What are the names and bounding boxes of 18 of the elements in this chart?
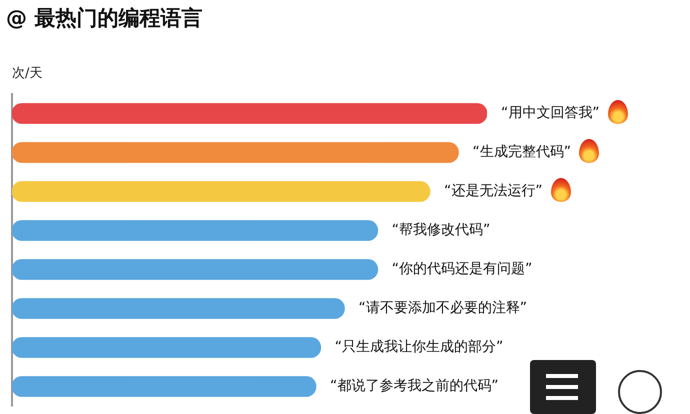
bar [12, 376, 316, 397]
annotation: “只生成我让你生成的部分” [334, 339, 504, 356]
bar [12, 337, 322, 358]
annotation: “还是无法运行” [444, 183, 543, 200]
y-axis-title: 次/天 [12, 65, 42, 82]
annotation: “生成完整代码” [472, 144, 572, 160]
bar [12, 142, 459, 163]
bar [12, 220, 378, 241]
annotation: “帮我修改代码” [392, 222, 490, 238]
bar [12, 298, 345, 319]
bar [12, 259, 378, 280]
bar [12, 103, 487, 124]
annotation: “都说了参考我之前的代码” [330, 378, 499, 394]
bar [12, 181, 430, 202]
annotation: “你的代码还是有问题” [392, 261, 532, 278]
annotation: “用中文回答我” [501, 105, 600, 122]
chart-title: @ 最热门的编程语言 [6, 5, 202, 32]
annotation: “请不要添加不必要的注释” [358, 300, 528, 316]
